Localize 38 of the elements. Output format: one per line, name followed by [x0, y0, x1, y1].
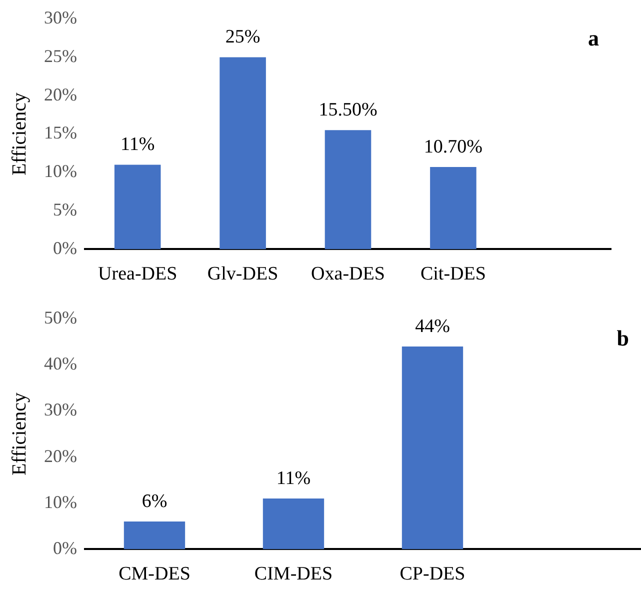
data-label: 44%: [415, 316, 450, 337]
y-tick-label: 25%: [44, 46, 77, 66]
data-label: 11%: [120, 134, 155, 156]
x-tick-label: CIM-DES: [254, 564, 333, 585]
data-label: 11%: [276, 468, 311, 489]
data-label: 15.50%: [318, 100, 378, 121]
bar: [124, 522, 186, 550]
annotation: b: [616, 325, 629, 350]
y-tick-label: 20%: [44, 446, 77, 466]
x-tick-label: Glv-DES: [207, 264, 278, 285]
bar: [220, 57, 266, 250]
annotation: a: [588, 25, 599, 50]
data-label: 25%: [225, 26, 260, 48]
y-tick-label: 5%: [52, 200, 77, 220]
y-tick-label: 10%: [44, 492, 77, 512]
y-tick-label: 20%: [44, 84, 77, 104]
y-tick-label: 50%: [44, 308, 77, 328]
x-tick-label: Urea-DES: [98, 264, 178, 285]
y-tick-label: 0%: [52, 238, 77, 258]
bar: [430, 167, 476, 250]
y-axis-title: Efficiency: [8, 92, 30, 176]
data-label: 10.70%: [424, 136, 483, 158]
y-tick-label: 0%: [52, 538, 77, 558]
x-tick-label: CM-DES: [118, 564, 190, 585]
bar: [324, 130, 372, 250]
bar: [402, 346, 464, 550]
y-tick-label: 10%: [44, 161, 77, 182]
y-tick-label: 30%: [44, 8, 77, 28]
x-tick-label: Cit-DES: [420, 264, 486, 285]
x-tick-label: Oxa-DES: [311, 264, 385, 285]
y-tick-label: 30%: [44, 400, 77, 420]
data-label: 6%: [142, 491, 168, 512]
y-tick-label: 15%: [44, 122, 77, 143]
bar: [262, 498, 324, 550]
y-axis-title: Efficiency: [8, 392, 30, 476]
x-tick-label: CP-DES: [400, 564, 466, 585]
y-tick-label: 40%: [44, 354, 77, 374]
bar: [114, 164, 161, 250]
